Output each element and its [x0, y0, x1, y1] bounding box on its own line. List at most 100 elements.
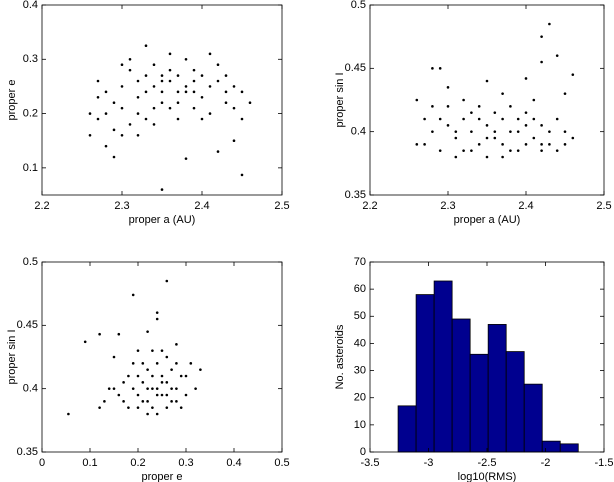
scatter-point	[563, 130, 567, 133]
scatter-point	[232, 139, 236, 143]
scatter-point	[120, 133, 124, 137]
scatter-point	[160, 349, 164, 352]
scatter-point	[509, 130, 512, 133]
scatter-point	[194, 387, 197, 390]
axes-box	[369, 4, 605, 196]
scatter-point	[192, 90, 196, 94]
y-tick-label: 0.5	[23, 256, 38, 268]
scatter-point	[470, 111, 473, 114]
scatter-point	[516, 130, 520, 133]
scatter-point	[96, 79, 100, 83]
scatter-point	[128, 57, 132, 61]
scatter-point	[175, 400, 178, 403]
scatter-point	[240, 173, 244, 177]
y-tick-label: 0.1	[23, 162, 38, 174]
scatter-point	[112, 128, 116, 132]
scatter-point	[485, 124, 489, 127]
scatter-point	[415, 98, 419, 102]
x-tick-label: 0.5	[274, 457, 289, 469]
x-tick-label: 0.3	[178, 457, 193, 469]
scatter-point	[117, 393, 121, 397]
scatter-point	[141, 381, 145, 384]
scatter-point	[532, 136, 536, 140]
scatter-point	[485, 136, 489, 140]
scatter-point	[415, 143, 419, 146]
scatter-point	[136, 133, 140, 137]
x-tick-label: 0.1	[82, 457, 97, 469]
scatter-point	[152, 85, 156, 88]
scatter-point	[131, 293, 135, 297]
scatter-point	[136, 393, 140, 397]
axes-box	[41, 4, 283, 196]
y-tick-label: 0.4	[23, 383, 38, 395]
histogram-bar	[487, 324, 507, 453]
scatter-point	[524, 124, 528, 127]
scatter-point	[192, 106, 196, 110]
scatter-point	[208, 112, 212, 115]
scatter-point	[563, 143, 567, 146]
scatter-point	[509, 105, 512, 108]
scatter-point	[454, 136, 458, 140]
scatter-point	[128, 123, 132, 126]
scatter-point	[175, 343, 178, 346]
scatter-point	[122, 400, 125, 403]
scatter-point	[120, 63, 124, 67]
scatter-point	[151, 374, 154, 378]
y-tick-label: 0.45	[17, 319, 38, 331]
x-tick-label: 2.5	[274, 200, 289, 212]
scatter-point	[131, 362, 135, 365]
scatter-point	[144, 90, 148, 94]
x-axis-label: proper a (AU)	[454, 214, 521, 226]
scatter-point	[571, 73, 575, 76]
scatter-point	[168, 106, 172, 110]
scatter-point	[192, 68, 196, 72]
scatter-point	[548, 22, 551, 26]
histogram-bar	[451, 318, 471, 453]
x-tick-label: 0.2	[130, 457, 145, 469]
histogram-bar	[469, 353, 489, 453]
scatter-point	[155, 362, 159, 365]
scatter-point	[175, 387, 178, 390]
scatter-point	[516, 117, 520, 121]
scatter-point	[112, 101, 116, 105]
scatter-point	[175, 362, 178, 365]
x-tick-label: 2.4	[518, 200, 533, 212]
y-tick-label: 20	[354, 392, 366, 404]
scatter-point	[208, 52, 212, 56]
y-tick-label: 0.3	[23, 53, 38, 65]
scatter-point	[493, 130, 497, 133]
scatter-point	[200, 117, 204, 121]
x-axis-label: proper a (AU)	[129, 214, 196, 226]
scatter-point	[131, 387, 135, 390]
scatter-point	[431, 105, 434, 108]
scatter-point	[477, 143, 481, 146]
y-tick-label: 0.4	[23, 0, 38, 11]
scatter-point	[112, 387, 116, 390]
scatter-point	[548, 143, 551, 146]
scatter-point	[540, 60, 543, 64]
scatter-point	[532, 98, 536, 102]
y-tick-label: 50	[354, 310, 366, 322]
scatter-point	[155, 311, 159, 314]
y-axis-label: proper e	[6, 80, 18, 121]
scatter-point	[555, 149, 559, 152]
x-axis-label: log10(RMS)	[458, 471, 517, 482]
scatter-point	[141, 400, 145, 403]
scatter-point	[155, 393, 159, 397]
scatter-point	[122, 381, 125, 384]
scatter-point	[192, 79, 196, 83]
scatter-point	[431, 67, 434, 70]
scatter-point	[423, 143, 426, 146]
scatter-point	[146, 387, 149, 390]
scatter-point	[152, 123, 156, 126]
histogram-bar	[397, 405, 417, 453]
scatter-point	[216, 150, 220, 153]
scatter-point	[509, 149, 512, 152]
histogram-bar	[415, 294, 435, 453]
y-axis-label: proper sin I	[6, 329, 18, 384]
scatter-point	[96, 117, 100, 121]
scatter-point	[160, 374, 164, 378]
y-tick-label: 70	[354, 256, 366, 268]
axes-box	[41, 261, 283, 453]
scatter-point	[184, 57, 188, 61]
